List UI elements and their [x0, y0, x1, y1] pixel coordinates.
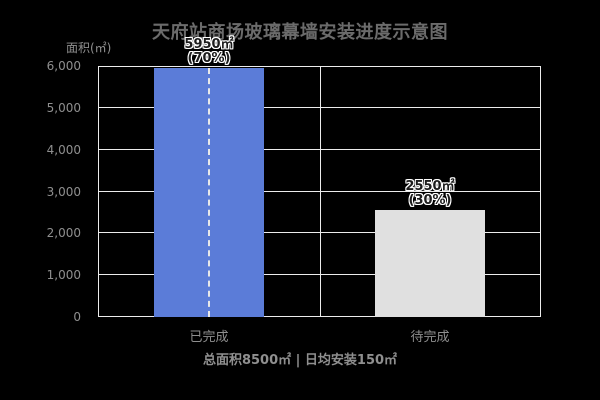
bar-completed — [154, 68, 264, 317]
y-gridline — [98, 149, 541, 150]
bar-value-label-line: (70%) — [187, 51, 231, 66]
category-split-line — [320, 66, 321, 317]
bar-value-label: 2550㎡ (30%) — [350, 180, 510, 208]
bar-value-label-line: 5950㎡ — [184, 37, 234, 52]
bar-center-dash-line — [208, 68, 210, 317]
y-axis-line — [98, 66, 99, 317]
y-gridline — [98, 107, 541, 108]
y-tick-label: 1,000 — [46, 268, 81, 283]
chart-title: 天府站商场玻璃幕墙安装进度示意图 — [152, 22, 448, 43]
y-gridline — [98, 66, 541, 67]
bar-value-label-line: 2550㎡ — [405, 179, 455, 194]
bar-value-label: 5950㎡ (70%) — [129, 38, 289, 66]
plot-right-border — [540, 66, 541, 317]
y-tick-label: 0 — [73, 310, 81, 324]
y-gridline — [98, 274, 541, 275]
plot-area: 5950㎡ (70%) 已完成 2550㎡ (30%) 待完成 — [98, 38, 541, 345]
y-axis-name: 面积(㎡) — [66, 41, 112, 55]
bar-value-label-line: (30%) — [408, 193, 452, 208]
x-category-label: 待完成 — [410, 330, 450, 345]
y-tick-label: 5,000 — [46, 100, 81, 115]
y-gridline — [98, 316, 541, 317]
y-tick-label: 2,000 — [46, 226, 81, 241]
y-tick-label: 3,000 — [46, 184, 81, 199]
y-gridline — [98, 232, 541, 233]
y-tick-label: 4,000 — [46, 142, 81, 157]
x-category-label: 已完成 — [189, 330, 229, 345]
y-tick-label: 6,000 — [46, 59, 81, 73]
bar-pending — [375, 210, 485, 317]
chart-footer: 总面积8500㎡ | 日均安装150㎡ — [202, 353, 398, 368]
y-gridline — [98, 191, 541, 192]
